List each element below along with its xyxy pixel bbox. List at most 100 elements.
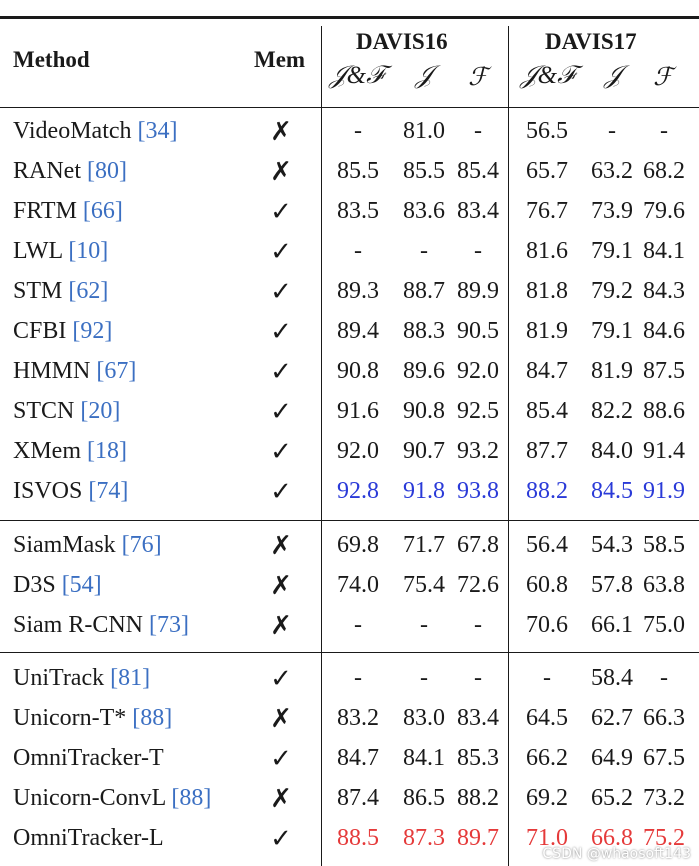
method-cell: RANet [80] bbox=[13, 158, 127, 185]
davis16-value: - bbox=[354, 665, 362, 691]
davis16-value: 89.6 bbox=[403, 358, 445, 384]
davis17-value: 87.5 bbox=[643, 358, 685, 384]
citation-link[interactable]: [54] bbox=[61, 572, 102, 598]
group-rule-2 bbox=[0, 652, 699, 653]
davis17-value: 81.8 bbox=[526, 278, 568, 304]
davis16-value: 86.5 bbox=[403, 785, 445, 811]
davis17-value: 58.4 bbox=[591, 665, 633, 691]
method-name: FRTM bbox=[13, 198, 77, 224]
davis16-value: 88.5 bbox=[337, 825, 379, 851]
davis16-value: 81.0 bbox=[403, 118, 445, 144]
davis17-value: 54.3 bbox=[591, 532, 633, 558]
citation-link[interactable]: [92] bbox=[72, 318, 113, 344]
citation-link[interactable]: [18] bbox=[87, 438, 127, 464]
check-icon: ✓ bbox=[270, 744, 292, 773]
citation-link[interactable]: [62] bbox=[68, 278, 109, 304]
cross-icon: ✗ bbox=[270, 117, 292, 146]
davis17-value: 62.7 bbox=[591, 705, 633, 731]
davis17-value: 58.5 bbox=[643, 532, 685, 558]
davis17-value: 63.2 bbox=[591, 158, 633, 184]
davis17-value: 66.3 bbox=[643, 705, 685, 731]
davis16-value: 92.0 bbox=[457, 358, 499, 384]
davis17-value: 84.0 bbox=[591, 438, 633, 464]
method-cell: ISVOS [74] bbox=[13, 478, 128, 505]
davis16-value: 90.8 bbox=[337, 358, 379, 384]
davis17-value: 66.2 bbox=[526, 745, 568, 771]
davis17-value: 84.7 bbox=[526, 358, 568, 384]
davis17-value: 79.2 bbox=[591, 278, 633, 304]
davis16-value: 90.8 bbox=[403, 398, 445, 424]
method-cell: CFBI [92] bbox=[13, 318, 112, 345]
header-rule bbox=[0, 107, 699, 108]
citation-link[interactable]: [73] bbox=[149, 612, 189, 638]
davis16-value: 85.4 bbox=[457, 158, 499, 184]
citation-link[interactable]: [76] bbox=[121, 532, 162, 558]
davis17-value: 88.2 bbox=[526, 478, 568, 504]
davis16-value: 84.1 bbox=[403, 745, 445, 771]
davis17-value: 56.4 bbox=[526, 532, 568, 558]
davis17-value: 73.2 bbox=[643, 785, 685, 811]
davis16-value: 93.8 bbox=[457, 478, 499, 504]
davis16-value: 83.6 bbox=[403, 198, 445, 224]
top-rule bbox=[0, 16, 699, 19]
davis16-value: 71.7 bbox=[403, 532, 445, 558]
davis16-value: 85.3 bbox=[457, 745, 499, 771]
davis17-value: 64.9 bbox=[591, 745, 633, 771]
citation-link[interactable]: [67] bbox=[96, 358, 137, 384]
davis17-value: 60.8 bbox=[526, 572, 568, 598]
check-icon: ✓ bbox=[270, 317, 292, 346]
method-cell: FRTM [66] bbox=[13, 198, 123, 225]
citation-link[interactable]: [66] bbox=[82, 198, 123, 224]
citation-link[interactable]: [20] bbox=[80, 398, 121, 424]
davis17-value: 64.5 bbox=[526, 705, 568, 731]
davis16-value: 85.5 bbox=[403, 158, 445, 184]
citation-link[interactable]: [80] bbox=[87, 158, 127, 184]
davis16-value: 89.3 bbox=[337, 278, 379, 304]
davis17-value: 84.3 bbox=[643, 278, 685, 304]
davis17-value: 82.2 bbox=[591, 398, 633, 424]
citation-link[interactable]: [81] bbox=[110, 665, 151, 691]
citation-link[interactable]: [34] bbox=[137, 118, 178, 144]
method-name: RANet bbox=[13, 158, 81, 184]
header-mem: Mem bbox=[254, 47, 306, 72]
davis16-value: 83.5 bbox=[337, 198, 379, 224]
citation-link[interactable]: [74] bbox=[88, 478, 129, 504]
citation-link[interactable]: [10] bbox=[68, 238, 109, 264]
davis17-value: 91.4 bbox=[643, 438, 685, 464]
method-name: STCN bbox=[13, 398, 75, 424]
header-davis16-j: 𝒥 bbox=[415, 62, 433, 89]
method-name: STM bbox=[13, 278, 63, 304]
citation-link[interactable]: [88] bbox=[171, 785, 212, 811]
davis17-value: - bbox=[660, 118, 668, 144]
method-name: Unicorn-ConvL bbox=[13, 785, 166, 811]
davis16-value: - bbox=[420, 238, 428, 264]
davis16-value: - bbox=[420, 665, 428, 691]
davis17-value: 71.0 bbox=[526, 825, 568, 851]
method-name: VideoMatch bbox=[13, 118, 132, 144]
method-name: LWL bbox=[13, 238, 63, 264]
davis17-value: 84.5 bbox=[591, 478, 633, 504]
davis17-value: 70.6 bbox=[526, 612, 568, 638]
check-icon: ✓ bbox=[270, 197, 292, 226]
davis17-value: 81.9 bbox=[526, 318, 568, 344]
davis16-value: 92.0 bbox=[337, 438, 379, 464]
davis16-value: 69.8 bbox=[337, 532, 379, 558]
davis17-value: 68.2 bbox=[643, 158, 685, 184]
davis16-value: 67.8 bbox=[457, 532, 499, 558]
citation-link[interactable]: [88] bbox=[132, 705, 173, 731]
davis17-value: 81.9 bbox=[591, 358, 633, 384]
davis16-value: 93.2 bbox=[457, 438, 499, 464]
watermark: CSDN @whaosoft143 bbox=[542, 846, 691, 862]
method-cell: Unicorn-T* [88] bbox=[13, 705, 172, 732]
cross-icon: ✗ bbox=[270, 531, 292, 560]
check-icon: ✓ bbox=[270, 357, 292, 386]
header-method: Method bbox=[13, 47, 90, 72]
davis16-value: 85.5 bbox=[337, 158, 379, 184]
method-name: ISVOS bbox=[13, 478, 83, 504]
column-divider-mem bbox=[321, 26, 322, 866]
davis17-value: 87.7 bbox=[526, 438, 568, 464]
davis16-value: - bbox=[420, 612, 428, 638]
davis16-value: 75.4 bbox=[403, 572, 445, 598]
method-name: D3S bbox=[13, 572, 56, 598]
method-cell: D3S [54] bbox=[13, 572, 102, 599]
